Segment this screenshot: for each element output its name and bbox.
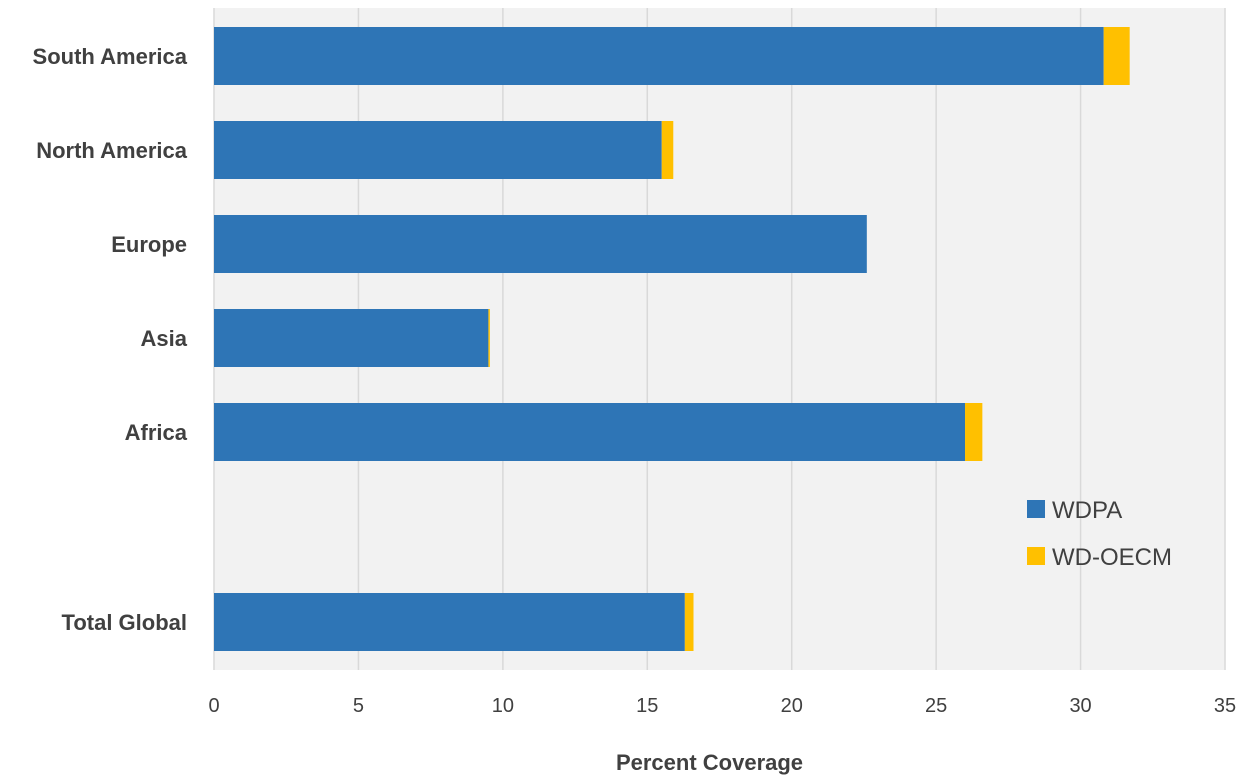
bar-wd-oecm-north-america bbox=[661, 121, 674, 179]
bar-wdpa-europe bbox=[214, 215, 867, 273]
x-tick-labels: 0 5 10 15 20 25 30 35 bbox=[208, 695, 1236, 717]
bar-wd-oecm-africa bbox=[965, 403, 983, 461]
x-tick-label-5: 5 bbox=[353, 695, 364, 717]
legend-swatch-wdpa bbox=[1027, 500, 1045, 518]
x-tick-label-0: 0 bbox=[208, 695, 219, 717]
legend-label-wd-oecm: WD-OECM bbox=[1052, 544, 1172, 571]
legend-label-wdpa: WDPA bbox=[1052, 497, 1122, 524]
bars bbox=[214, 27, 1130, 651]
category-labels: South America North America Europe Asia Afri… bbox=[33, 44, 188, 635]
category-label-total-global: Total Global bbox=[62, 610, 187, 635]
category-label-africa: Africa bbox=[125, 420, 188, 445]
x-tick-label-30: 30 bbox=[1069, 695, 1091, 717]
bar-wd-oecm-south-america bbox=[1103, 27, 1130, 85]
x-tick-label-15: 15 bbox=[636, 695, 658, 717]
bar-wd-oecm-total-global bbox=[684, 593, 694, 651]
x-tick-label-35: 35 bbox=[1214, 695, 1236, 717]
x-tick-label-25: 25 bbox=[925, 695, 947, 717]
x-axis-title: Percent Coverage bbox=[616, 750, 803, 775]
bar-wdpa-north-america bbox=[214, 121, 662, 179]
category-label-north-america: North America bbox=[36, 138, 188, 163]
x-tick-label-10: 10 bbox=[492, 695, 514, 717]
category-label-asia: Asia bbox=[141, 326, 188, 351]
category-label-europe: Europe bbox=[111, 232, 187, 257]
bar-wd-oecm-asia bbox=[488, 309, 490, 367]
bar-wdpa-africa bbox=[214, 403, 966, 461]
bar-wdpa-south-america bbox=[214, 27, 1104, 85]
legend-swatch-wd-oecm bbox=[1027, 547, 1045, 565]
category-label-south-america: South America bbox=[33, 44, 188, 69]
x-tick-label-20: 20 bbox=[781, 695, 803, 717]
bar-wdpa-total-global bbox=[214, 593, 685, 651]
legend: WDPA WD-OECM bbox=[1027, 497, 1172, 571]
bar-wdpa-asia bbox=[214, 309, 489, 367]
